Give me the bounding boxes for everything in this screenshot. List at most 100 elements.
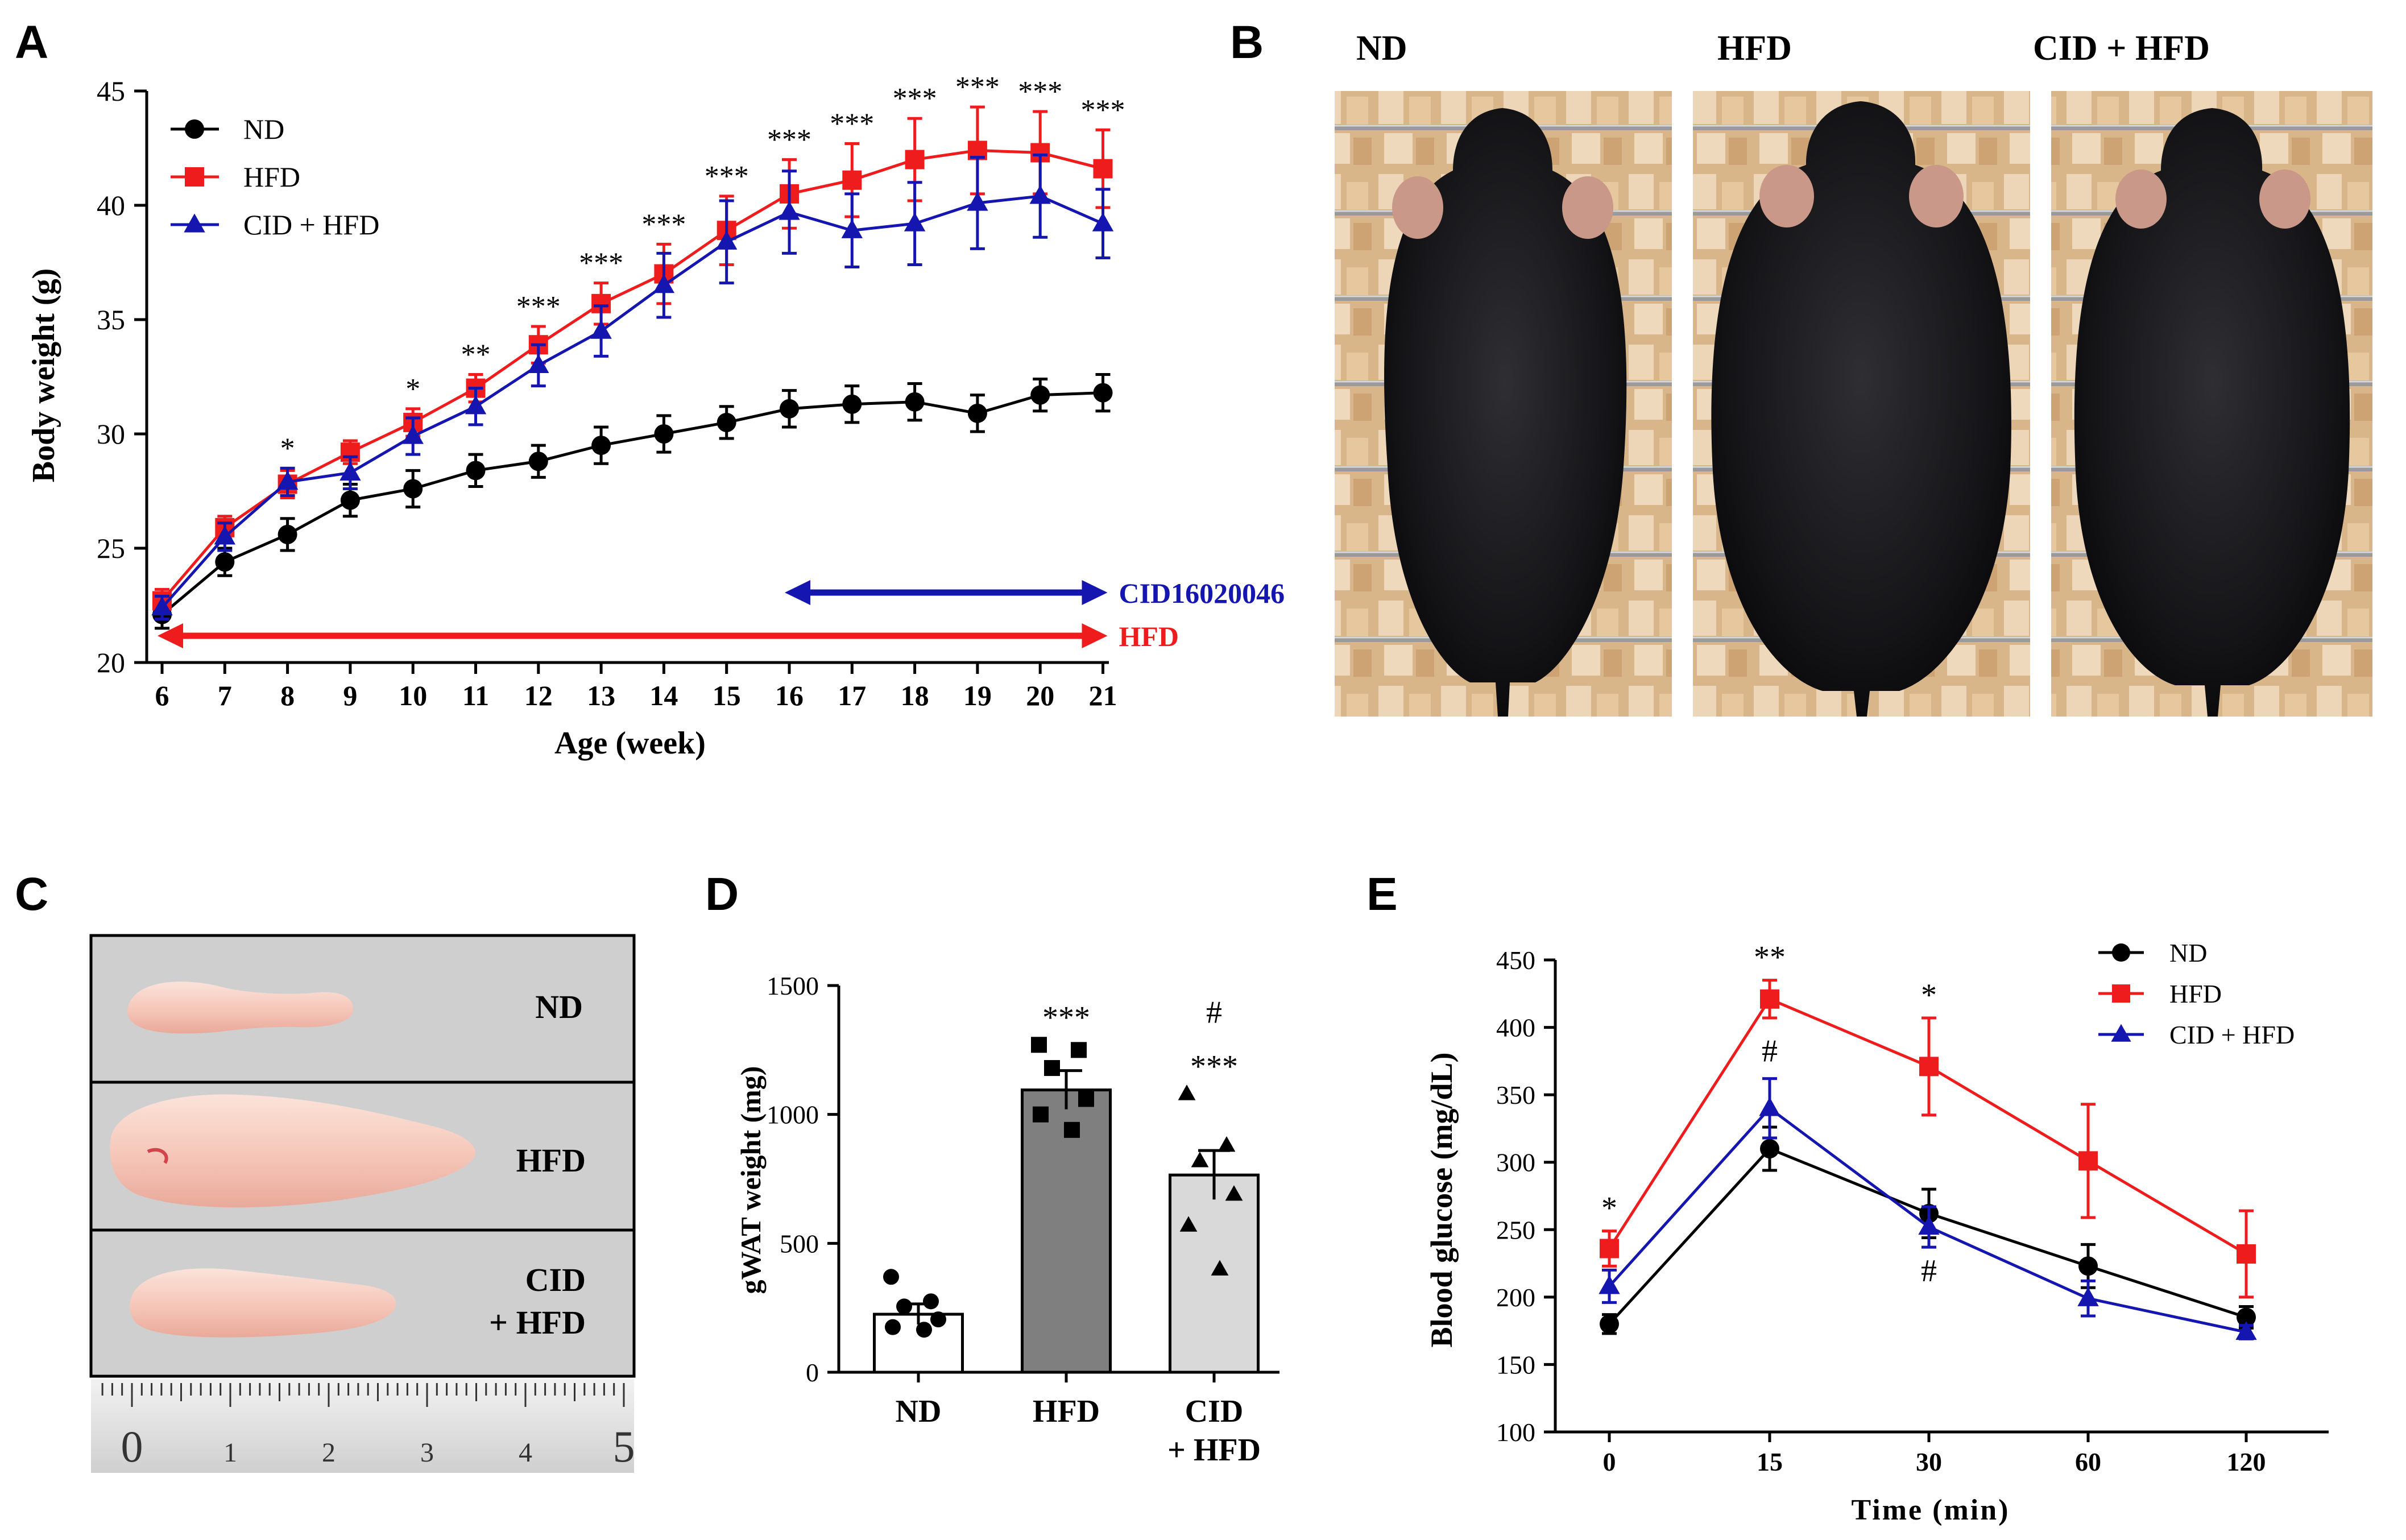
series-cid-hfd (151, 154, 1114, 621)
x-tick-label: 17 (838, 680, 866, 711)
x-tick-label: 60 (2075, 1447, 2101, 1476)
data-point (2077, 1287, 2099, 1306)
data-point (842, 170, 862, 190)
data-point (1760, 1139, 1779, 1158)
data-point (590, 320, 612, 339)
data-point (778, 201, 800, 220)
arrowhead-left (785, 580, 810, 605)
data-point (653, 274, 675, 293)
tissue-nd (127, 982, 353, 1034)
significance-mark: * (1601, 1191, 1617, 1226)
data-point (2235, 1320, 2257, 1340)
legend-item: CID + HFD (171, 209, 379, 241)
arrowhead-left (158, 623, 183, 648)
legend-item: ND (171, 113, 284, 145)
significance-mark: # (1762, 1034, 1778, 1069)
significance-mark: # (1921, 1253, 1937, 1289)
data-point (403, 479, 423, 499)
significance-mark: *** (1042, 1000, 1090, 1035)
data-point (842, 394, 862, 414)
data-point (1178, 1084, 1196, 1100)
ruler-number: 5 (613, 1422, 635, 1471)
x-tick-label: + HFD (1167, 1433, 1261, 1468)
panel-letter-b: B (1230, 16, 1264, 68)
series-line (161, 149, 1104, 602)
significance-mark: * (1921, 978, 1937, 1013)
data-point (1760, 989, 1779, 1009)
legend: ND HFD CID + HFD (171, 113, 379, 241)
data-point (1225, 1185, 1243, 1201)
significance-mark: *** (705, 160, 749, 193)
mouse-photos: ND HFD CID + HFD (1335, 29, 2372, 717)
data-point (215, 552, 235, 572)
y-tick-label: 250 (1496, 1215, 1535, 1244)
x-tick-label: 30 (1916, 1447, 1942, 1476)
legend-marker (185, 167, 204, 187)
ruler-number: 2 (322, 1438, 336, 1468)
significance-mark: *** (641, 208, 686, 241)
y-axis-label: Body weight (g) (26, 268, 61, 482)
significance-mark: *** (516, 291, 561, 323)
tissue-hfd (110, 1094, 475, 1208)
data-point (885, 1319, 901, 1335)
data-point (654, 424, 674, 444)
data-point (1093, 159, 1113, 179)
bar (1021, 1088, 1112, 1374)
data-point (1092, 212, 1114, 231)
y-tick-label: 100 (1496, 1418, 1535, 1447)
y-axis-label: gWAT weight (mg) (735, 1066, 767, 1294)
data-point (841, 219, 863, 238)
x-tick-label: HFD (1033, 1394, 1100, 1429)
x-tick-label: 11 (462, 680, 489, 711)
photo-hfd (1693, 91, 2030, 717)
ruler-number: 3 (420, 1438, 434, 1468)
data-point (967, 192, 988, 211)
tissue-label-plus-hfd: + HFD (489, 1304, 586, 1341)
x-tick-label: 10 (399, 680, 427, 711)
y-tick-label: 1000 (767, 1100, 819, 1129)
data-point (591, 436, 611, 456)
significance-mark: *** (1081, 94, 1125, 126)
photo-label-cid-hfd: CID + HFD (2033, 29, 2210, 68)
data-point (930, 1311, 946, 1328)
data-point (1600, 1314, 1619, 1334)
data-point (276, 470, 299, 490)
data-point (2237, 1307, 2256, 1327)
legend-marker (2112, 984, 2130, 1003)
data-point (905, 150, 925, 169)
series-line (161, 194, 1104, 609)
legend-label: HFD (2169, 979, 2222, 1008)
data-point (1179, 1216, 1198, 1232)
tissue-cid-hfd (130, 1268, 396, 1338)
legend-label: ND (2169, 938, 2207, 967)
series-line (161, 391, 1103, 616)
legend-marker (185, 119, 204, 139)
legend-item: ND (2098, 938, 2207, 967)
legend-item: HFD (171, 161, 300, 193)
series-nd (152, 372, 1113, 630)
data-point (905, 392, 925, 412)
x-tick-label: 0 (1603, 1447, 1616, 1476)
tissue-label-nd: ND (535, 988, 583, 1025)
y-tick-label: 40 (97, 189, 125, 221)
data-point (923, 1293, 939, 1310)
y-tick-label: 300 (1496, 1148, 1535, 1177)
x-tick-label: ND (896, 1394, 942, 1429)
photo-nd (1335, 91, 1672, 717)
panel-letter-e: E (1366, 868, 1398, 920)
y-tick-label: 45 (97, 75, 125, 107)
significance-mark: *** (893, 82, 937, 115)
data-point (278, 524, 297, 544)
data-point (904, 212, 926, 231)
x-tick-label: 18 (901, 680, 929, 711)
data-point (151, 596, 173, 616)
photo-label-nd: ND (1356, 29, 1407, 68)
period-arrow-cid16020046: CID16020046 (785, 577, 1285, 609)
gwat-weight-chart: 0 500 1000 1500 ND HFD CID + HFD *** *** # gWAT w… (735, 971, 1279, 1468)
tissue-label-cid: CID (525, 1261, 586, 1298)
significance-mark: *** (1018, 76, 1062, 108)
y-tick-label: 400 (1496, 1013, 1535, 1042)
significance-mark: *** (1190, 1049, 1238, 1084)
ruler-number: 4 (519, 1438, 532, 1468)
